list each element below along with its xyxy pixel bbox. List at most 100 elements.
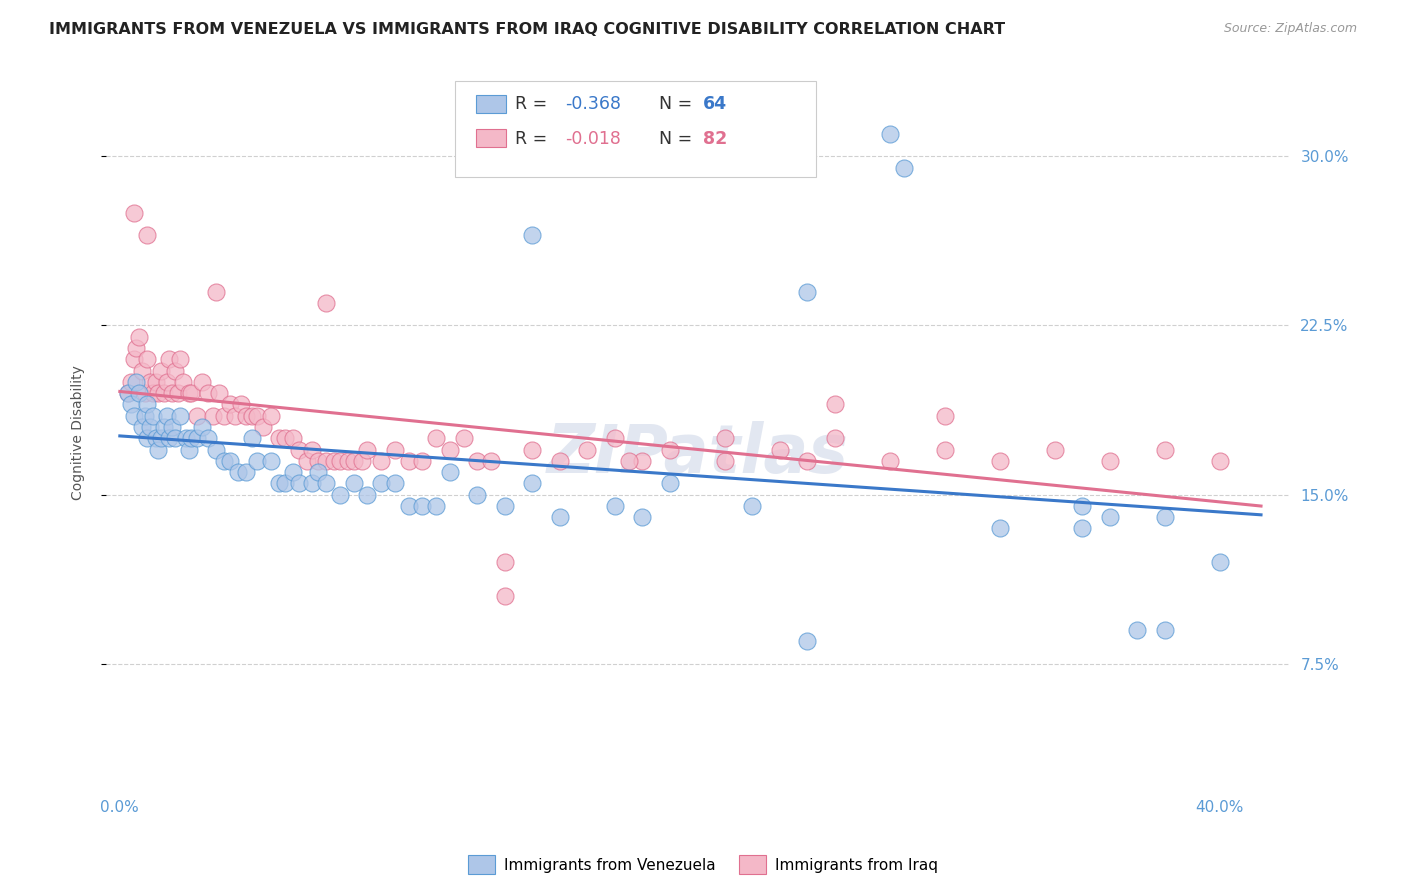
Point [315,476,337,491]
Point [218,397,240,411]
Point [208,386,231,401]
Point [934,409,956,423]
Point [148,386,170,401]
Point [453,431,475,445]
Point [117,386,139,401]
Point [246,409,269,423]
Point [226,465,249,479]
Text: R =: R = [515,95,553,113]
Point [479,454,502,468]
Point [134,386,156,401]
Point [522,476,544,491]
Point [741,499,763,513]
Point [576,442,599,457]
Point [205,285,228,299]
Point [1126,623,1149,637]
Point [125,375,148,389]
Point [157,431,180,445]
Point [522,228,544,243]
Point [269,431,291,445]
Point [370,476,392,491]
Point [131,420,153,434]
Point [169,409,191,423]
Point [1071,521,1094,535]
Point [281,465,304,479]
Point [269,476,291,491]
Point [186,431,208,445]
Point [150,363,173,377]
Point [796,454,818,468]
Point [136,397,159,411]
Point [186,409,208,423]
Point [658,476,681,491]
Point [301,442,323,457]
Point [214,409,236,423]
Text: R =: R = [515,129,553,147]
Point [337,454,360,468]
Point [465,487,488,501]
Point [1098,454,1121,468]
Text: 82: 82 [703,129,727,147]
Point [125,341,148,355]
Point [465,454,488,468]
Point [356,487,378,501]
Point [122,205,145,219]
Point [260,409,283,423]
Point [142,386,165,401]
Point [235,465,257,479]
Point [240,409,263,423]
Point [191,420,214,434]
Point [145,375,167,389]
Point [658,442,681,457]
Point [218,454,240,468]
Point [879,127,901,141]
Point [177,386,200,401]
Point [522,442,544,457]
Point [155,375,177,389]
Point [177,442,200,457]
Point [180,386,202,401]
Point [229,397,252,411]
Point [796,285,818,299]
Point [824,431,846,445]
Point [1043,442,1066,457]
Point [603,431,626,445]
Point [315,454,337,468]
Point [235,409,257,423]
Point [120,375,142,389]
Point [174,431,197,445]
Point [934,442,956,457]
Point [1209,454,1232,468]
Point [139,375,162,389]
Point [134,409,156,423]
Point [252,420,274,434]
Text: ZIPatlas: ZIPatlas [547,421,848,487]
Point [713,454,735,468]
Point [197,386,219,401]
Point [202,409,225,423]
Point [224,409,246,423]
Point [494,555,516,569]
Point [411,454,433,468]
Point [301,476,323,491]
Point [356,442,378,457]
Text: Source: ZipAtlas.com: Source: ZipAtlas.com [1223,22,1357,36]
FancyBboxPatch shape [477,95,506,113]
Point [214,454,236,468]
Point [160,386,183,401]
FancyBboxPatch shape [477,129,506,147]
Point [329,487,352,501]
Point [439,442,461,457]
Point [274,476,297,491]
Point [631,510,654,524]
Point [128,330,150,344]
Point [384,476,406,491]
Point [350,454,373,468]
Point [197,431,219,445]
Point [425,499,447,513]
Point [1153,442,1175,457]
Y-axis label: Cognitive Disability: Cognitive Disability [72,365,86,500]
Point [148,442,170,457]
Point [155,409,177,423]
Point [295,454,318,468]
